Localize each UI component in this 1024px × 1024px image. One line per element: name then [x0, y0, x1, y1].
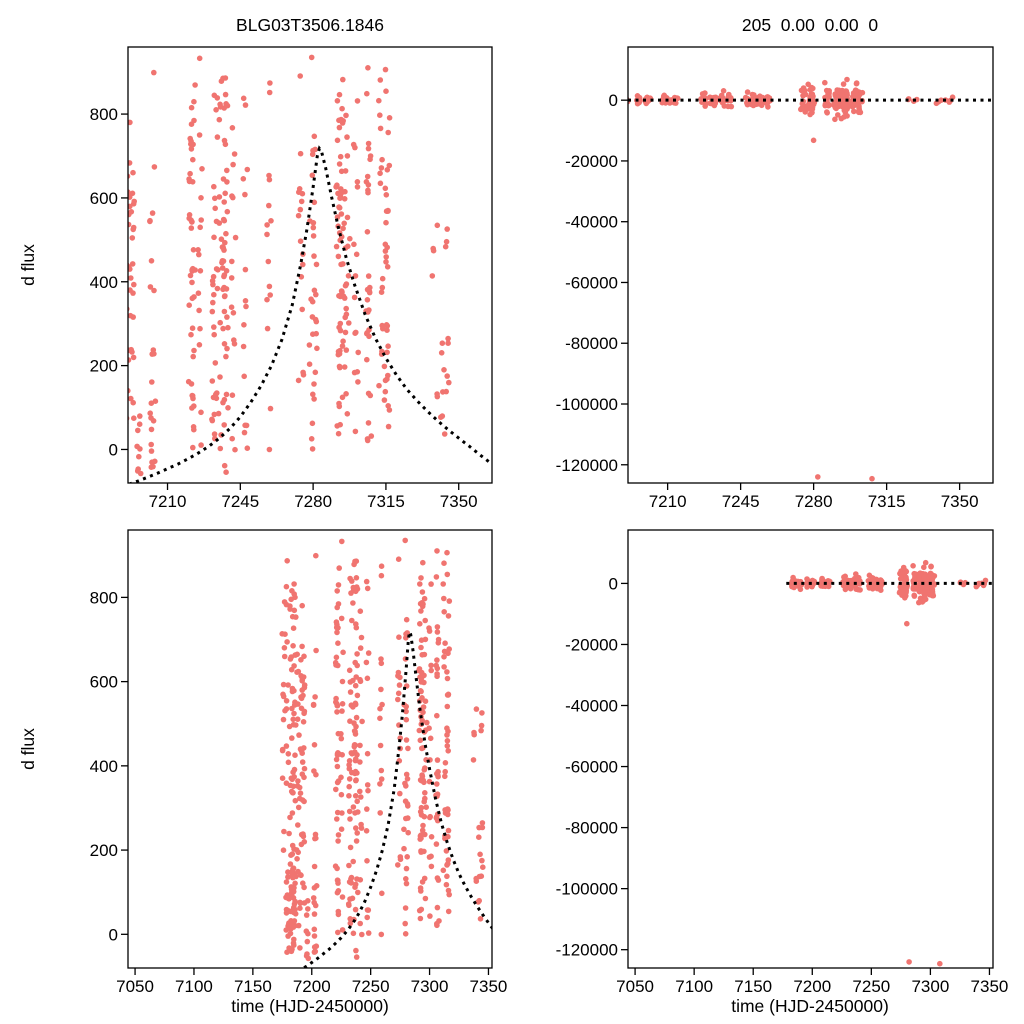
scatter-points — [788, 559, 989, 967]
x-tick-label: 7350 — [440, 492, 478, 511]
x-tick-label: 7150 — [234, 977, 272, 996]
x-tick-label: 7200 — [793, 977, 831, 996]
y-axis-label-top: d flux — [18, 244, 38, 286]
x-tick-label: 7245 — [722, 492, 760, 511]
x-tick-label: 7050 — [116, 977, 154, 996]
x-tick-label: 7300 — [411, 977, 449, 996]
y-tick-label: 400 — [90, 757, 118, 776]
panel-title-object-id: BLG03T3506.1846 — [236, 15, 384, 35]
x-tick-label: 7315 — [868, 492, 906, 511]
y-tick-label: 0 — [109, 440, 118, 459]
y-tick-label: 600 — [90, 673, 118, 692]
model-curve — [300, 626, 492, 968]
scatter-points — [128, 54, 452, 477]
panel-title-fit-parameters: 205 0.00 0.00 0 — [742, 15, 878, 35]
y-tick-label: 200 — [90, 841, 118, 860]
x-tick-label: 7280 — [294, 492, 332, 511]
y-tick-label: -100000 — [556, 880, 618, 899]
x-tick-label: 7210 — [649, 492, 687, 511]
y-tick-label: 0 — [609, 91, 618, 110]
y-tick-label: 400 — [90, 273, 118, 292]
panel-residual-zoom: 7210 7245 7280 7315 7350 0 -20000 -40000 -60000 -… — [556, 46, 994, 511]
y-tick-label: 0 — [609, 574, 618, 593]
y-tick-label: -20000 — [565, 152, 618, 171]
y-tick-label: -80000 — [565, 334, 618, 353]
x-tick-label: 7100 — [175, 977, 213, 996]
y-tick-label: -40000 — [565, 697, 618, 716]
y-axis-label-bottom: d flux — [18, 728, 38, 770]
y-tick-label: 600 — [90, 189, 118, 208]
x-tick-label: 7250 — [852, 977, 890, 996]
y-tick-label: -120000 — [556, 941, 618, 960]
panel-residual-full: 7050 7100 7150 7200 7250 7300 7350 0 -20000 -4000… — [556, 529, 1009, 996]
x-tick-label: 7100 — [675, 977, 713, 996]
y-tick-label: -120000 — [556, 456, 618, 475]
y-tick-label: 800 — [90, 105, 118, 124]
plot-frame — [627, 529, 994, 969]
x-tick-label: 7280 — [795, 492, 833, 511]
x-tick-label: 7050 — [616, 977, 654, 996]
plot-frame — [127, 46, 493, 484]
x-tick-label: 7150 — [734, 977, 772, 996]
y-tick-label: -20000 — [565, 635, 618, 654]
y-tick-label: -100000 — [556, 395, 618, 414]
x-tick-label: 7315 — [367, 492, 405, 511]
x-tick-label: 7300 — [911, 977, 949, 996]
plot-frame — [127, 529, 493, 969]
x-axis-label-left: time (HJD-2450000) — [231, 996, 389, 1016]
panel-flux-full: 7050 7100 7150 7200 7250 7300 7350 0 200 400 600 80… — [90, 529, 508, 996]
y-tick-label: 200 — [90, 357, 118, 376]
scatter-points — [279, 537, 486, 962]
scatter-points — [628, 76, 956, 482]
x-axis-label-right: time (HJD-2450000) — [731, 996, 889, 1016]
x-tick-label: 7350 — [470, 977, 508, 996]
x-tick-label: 7200 — [293, 977, 331, 996]
y-tick-label: -40000 — [565, 213, 618, 232]
x-tick-label: 7350 — [941, 492, 979, 511]
x-tick-label: 7245 — [221, 492, 259, 511]
y-tick-label: -60000 — [565, 758, 618, 777]
y-tick-label: 800 — [90, 588, 118, 607]
x-tick-label: 7250 — [352, 977, 390, 996]
y-tick-label: 0 — [109, 925, 118, 944]
panel-flux-zoom: 7210 7245 7280 7315 7350 0 200 400 600 800 — [90, 46, 493, 511]
x-tick-label: 7210 — [149, 492, 187, 511]
y-tick-label: -80000 — [565, 819, 618, 838]
plot-frame — [627, 46, 994, 484]
model-curve — [128, 145, 492, 483]
x-tick-label: 7350 — [971, 977, 1009, 996]
y-tick-label: -60000 — [565, 273, 618, 292]
